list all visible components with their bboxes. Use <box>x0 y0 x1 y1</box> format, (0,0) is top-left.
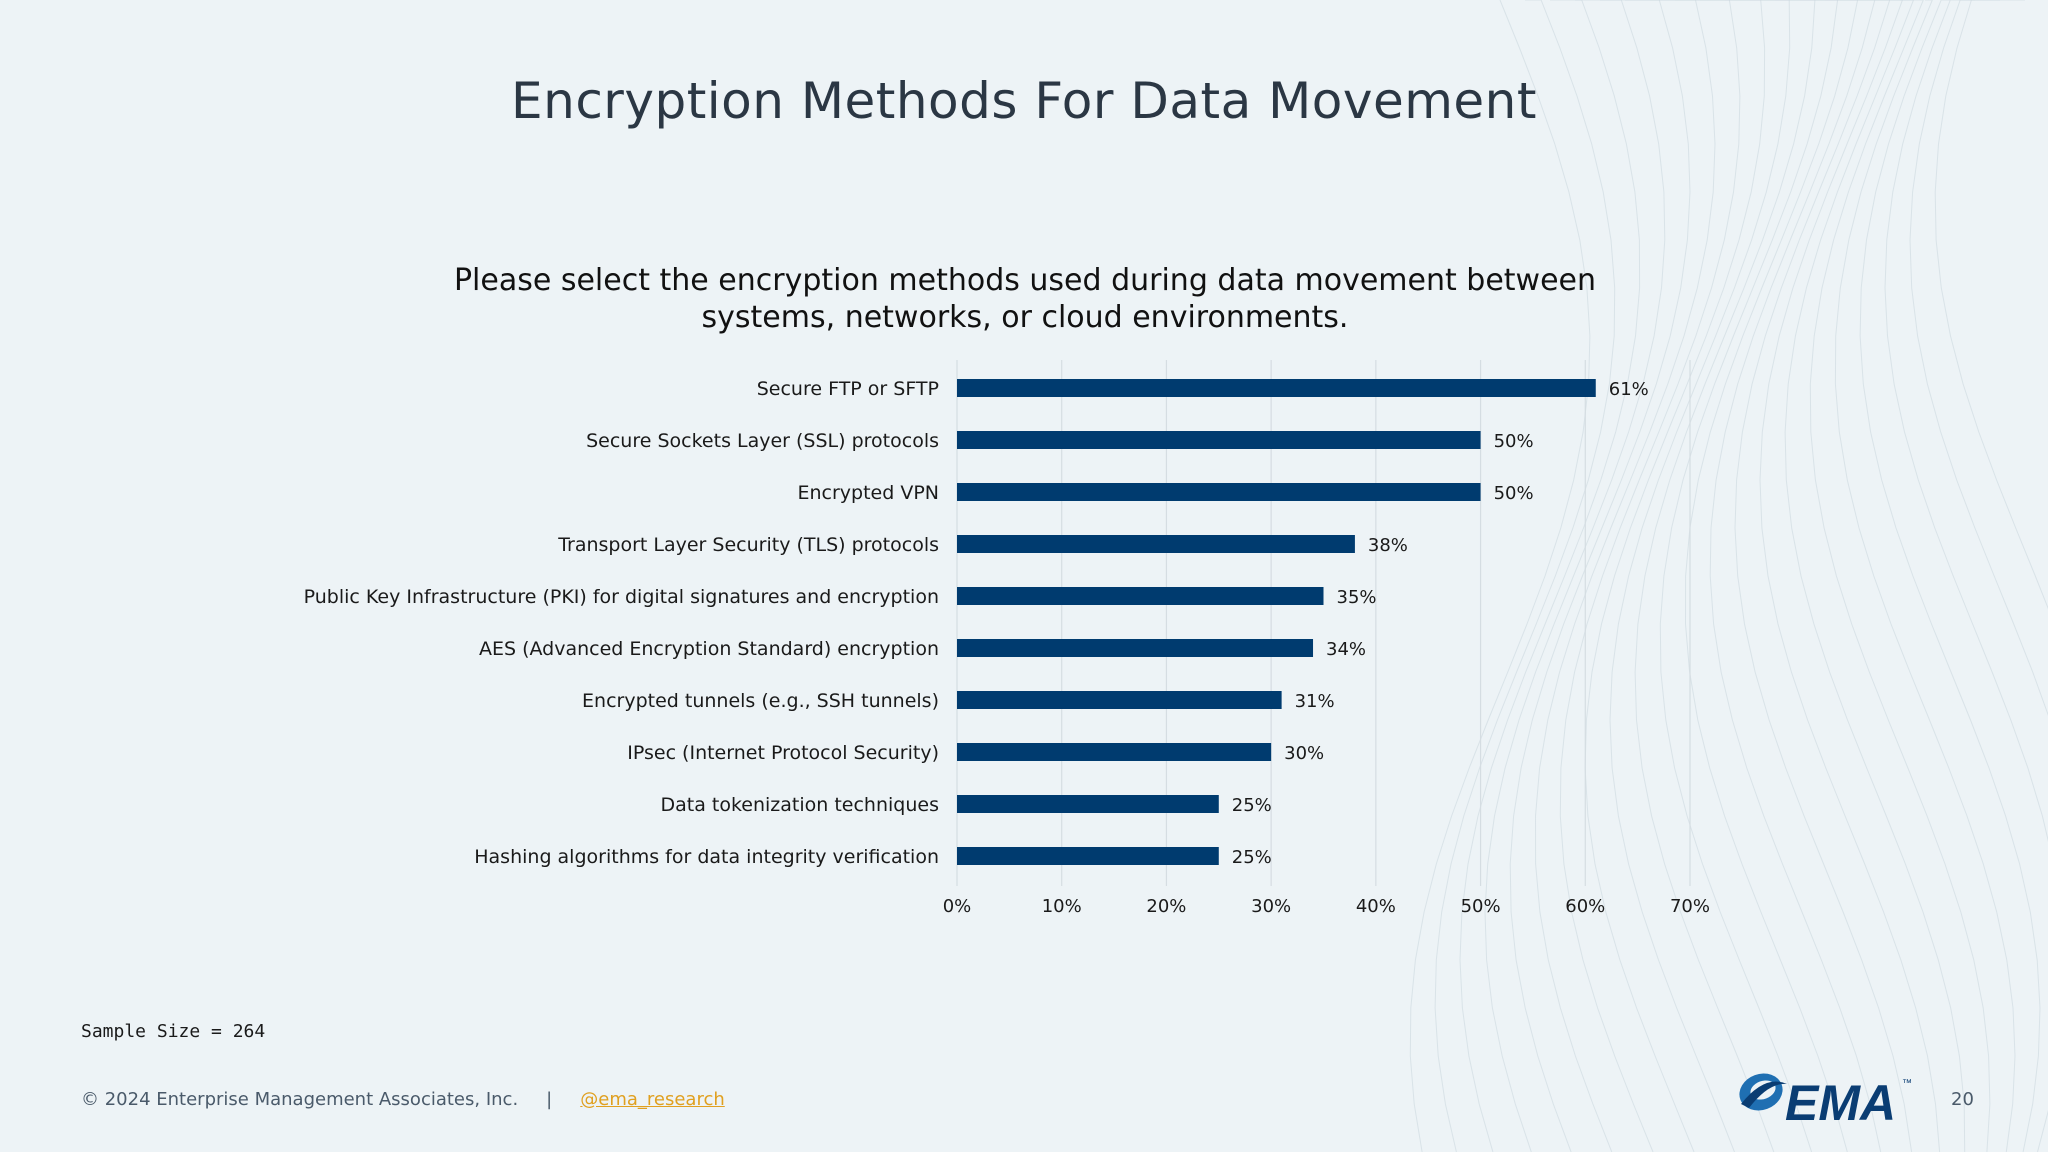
bar <box>957 431 1481 449</box>
chart-labels: 0% 10% 20% 30% 40% 50% 60% 70% Secure FTP or SFT… <box>304 378 1710 917</box>
trademark-mark: ™ <box>1902 1078 1912 1089</box>
category-label: Hashing algorithms for data integrity ve… <box>474 846 939 868</box>
sample-size-note: Sample Size = 264 <box>81 1021 266 1042</box>
page-title: Encryption Methods For Data Movement <box>511 72 1537 130</box>
x-tick-label: 70% <box>1670 896 1710 917</box>
category-label: Secure FTP or SFTP <box>757 378 939 400</box>
category-label: Encrypted VPN <box>797 482 939 504</box>
data-label: 38% <box>1368 535 1408 556</box>
category-label: Encrypted tunnels (e.g., SSH tunnels) <box>582 690 939 712</box>
x-tick-label: 50% <box>1461 896 1501 917</box>
data-label: 35% <box>1337 587 1377 608</box>
category-label: Secure Sockets Layer (SSL) protocols <box>586 430 939 452</box>
copyright-text: © 2024 Enterprise Management Associates,… <box>81 1089 519 1110</box>
bar <box>957 743 1272 761</box>
data-label: 50% <box>1494 431 1534 452</box>
x-tick-label: 60% <box>1565 896 1605 917</box>
category-label: Public Key Infrastructure (PKI) for digi… <box>304 586 939 608</box>
data-label: 31% <box>1295 691 1335 712</box>
data-label: 25% <box>1232 795 1272 816</box>
data-label: 25% <box>1232 847 1272 868</box>
bar <box>957 587 1324 605</box>
data-label: 61% <box>1609 379 1649 400</box>
footer-separator: | <box>546 1089 553 1110</box>
bar <box>957 639 1314 657</box>
survey-question: Please select the encryption methods use… <box>453 263 1597 335</box>
x-tick-label: 0% <box>943 896 972 917</box>
x-tick-label: 30% <box>1251 896 1291 917</box>
category-label: Transport Layer Security (TLS) protocols <box>557 534 939 556</box>
bar <box>957 847 1219 865</box>
ema-swoosh-icon <box>1739 1073 1787 1111</box>
x-tick-label: 40% <box>1356 896 1396 917</box>
page-number: 20 <box>1951 1089 1974 1110</box>
ema-logo: EMA ™ <box>1739 1073 1912 1128</box>
bar <box>957 795 1219 813</box>
data-label: 50% <box>1494 483 1534 504</box>
category-label: AES (Advanced Encryption Standard) encry… <box>479 638 939 660</box>
twitter-handle-link[interactable]: @ema_research <box>580 1089 725 1110</box>
data-label: 30% <box>1284 743 1324 764</box>
category-label: IPsec (Internet Protocol Security) <box>627 742 939 764</box>
bar <box>957 483 1481 501</box>
bar <box>957 535 1355 553</box>
footer: © 2024 Enterprise Management Associates,… <box>81 1089 725 1110</box>
bar <box>957 691 1282 709</box>
data-label: 34% <box>1326 639 1366 660</box>
ema-logo-text: EMA <box>1785 1075 1896 1128</box>
category-label: Data tokenization techniques <box>660 794 939 816</box>
bar <box>957 379 1596 397</box>
x-tick-label: 20% <box>1146 896 1186 917</box>
x-tick-label: 10% <box>1042 896 1082 917</box>
chart-bars <box>957 379 1596 865</box>
